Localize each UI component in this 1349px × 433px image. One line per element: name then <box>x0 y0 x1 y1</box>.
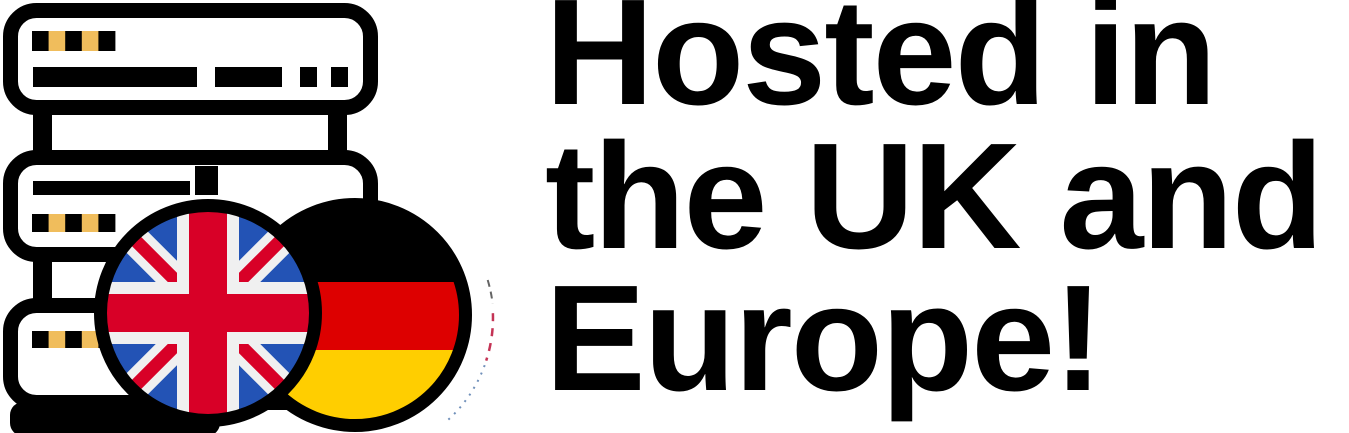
uk-flag-icon <box>94 199 322 427</box>
vent-block <box>195 166 218 195</box>
headline-line-2: the UK and <box>545 111 1324 280</box>
server-unit-2-leds <box>32 214 116 232</box>
vent-bar <box>33 181 190 195</box>
rack-leg <box>328 110 347 162</box>
vent-square <box>331 67 348 87</box>
rack-leg <box>33 110 52 162</box>
vent-bar <box>215 67 282 87</box>
led-black <box>65 214 83 232</box>
led-amber <box>48 214 66 232</box>
ghost-flag-arc <box>446 279 495 422</box>
led-black <box>32 331 49 348</box>
server-unit-1-leds <box>32 31 116 51</box>
ghost-arc-blue <box>446 364 486 422</box>
led-black <box>65 31 83 51</box>
ghost-arc-red <box>485 313 495 361</box>
led-amber <box>48 331 66 348</box>
rack-leg <box>33 258 52 308</box>
ghost-arc-black <box>486 279 494 304</box>
uk-flag-ring <box>94 199 322 427</box>
led-black <box>65 331 83 348</box>
uk-cross-red <box>106 211 310 415</box>
headline-line-3: Europe! <box>545 253 1103 422</box>
server-unit-2-vents <box>33 166 218 195</box>
led-black <box>32 31 49 51</box>
led-black <box>32 214 49 232</box>
led-amber <box>81 31 99 51</box>
vent-bar <box>33 67 197 87</box>
vent-square <box>300 67 317 87</box>
led-amber <box>81 214 99 232</box>
server-unit-1-vents <box>33 67 348 87</box>
led-amber <box>81 331 99 348</box>
led-black <box>98 31 116 51</box>
led-black <box>98 214 116 232</box>
led-amber <box>48 31 66 51</box>
server-unit-1 <box>3 3 378 115</box>
headline-line-1: Hosted in <box>545 0 1217 136</box>
